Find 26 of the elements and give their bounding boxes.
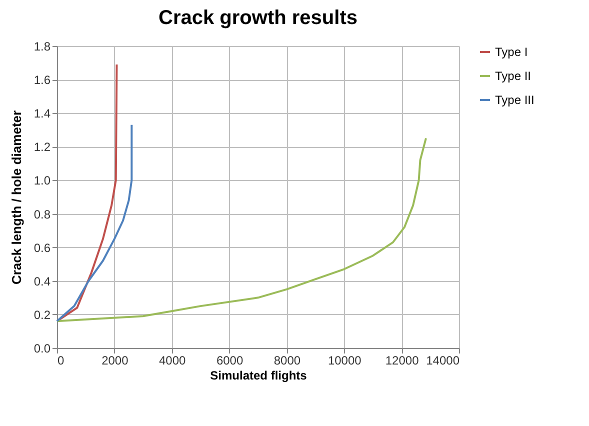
x-tick-label: 14000 xyxy=(426,354,460,368)
line-series xyxy=(56,124,133,322)
x-tick-label: 0 xyxy=(58,354,64,368)
line-series xyxy=(56,137,427,322)
y-tick-label: 1.2 xyxy=(34,140,51,154)
legend-label: Type I xyxy=(495,45,528,59)
y-tick-label: 0.6 xyxy=(34,240,51,255)
x-tick-label: 12000 xyxy=(385,354,420,368)
x-tick-label: 6000 xyxy=(216,354,244,368)
legend-label: Type III xyxy=(495,93,534,107)
y-tick-label: 1.8 xyxy=(34,40,51,54)
x-tick-label: 4000 xyxy=(159,354,186,368)
y-axis-title: Crack length / hole diameter xyxy=(8,110,24,285)
x-tick-label: 10000 xyxy=(328,354,362,368)
chart-title: Crack growth results xyxy=(158,7,358,29)
y-tick-label: 0.8 xyxy=(34,207,51,222)
legend-label: Type II xyxy=(495,69,532,83)
y-tick-label: 0.2 xyxy=(34,308,51,322)
x-tick-label: 8000 xyxy=(274,354,301,368)
x-axis-title: Simulated flights xyxy=(210,368,308,382)
y-tick-label: 1.4 xyxy=(34,106,51,121)
y-tick-label: 1.6 xyxy=(34,73,51,88)
y-tick-label: 0.4 xyxy=(34,274,51,288)
x-tick-label: 2000 xyxy=(102,354,129,368)
y-tick-label: 0.0 xyxy=(34,342,51,356)
y-tick-label: 1.0 xyxy=(34,174,51,188)
